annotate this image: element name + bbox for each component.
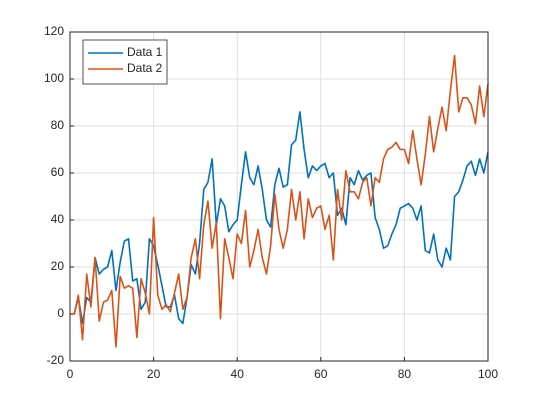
y-tick-label: 0 — [57, 306, 64, 320]
legend-label: Data 1 — [127, 45, 163, 59]
y-tick-label: 60 — [51, 165, 65, 179]
data-line — [70, 54, 489, 348]
x-tick-label: 80 — [398, 367, 412, 381]
legend: Data 1 Data 2 — [82, 39, 168, 85]
y-tick-label: 40 — [51, 212, 65, 226]
y-tick-label: 80 — [51, 118, 65, 132]
x-tick-label: 100 — [478, 367, 498, 381]
y-tick-label: 120 — [44, 24, 64, 38]
x-tick-label: 0 — [67, 367, 74, 381]
y-tick-label: 20 — [51, 259, 65, 273]
legend-box — [82, 39, 168, 85]
x-tick-label: 60 — [314, 367, 328, 381]
y-tick-label: 100 — [44, 71, 64, 85]
x-tick-label: 20 — [147, 367, 161, 381]
axes-box — [69, 31, 489, 362]
x-tick-label: 40 — [231, 367, 245, 381]
y-tick-label: -20 — [47, 353, 65, 367]
legend-label: Data 2 — [127, 61, 163, 75]
